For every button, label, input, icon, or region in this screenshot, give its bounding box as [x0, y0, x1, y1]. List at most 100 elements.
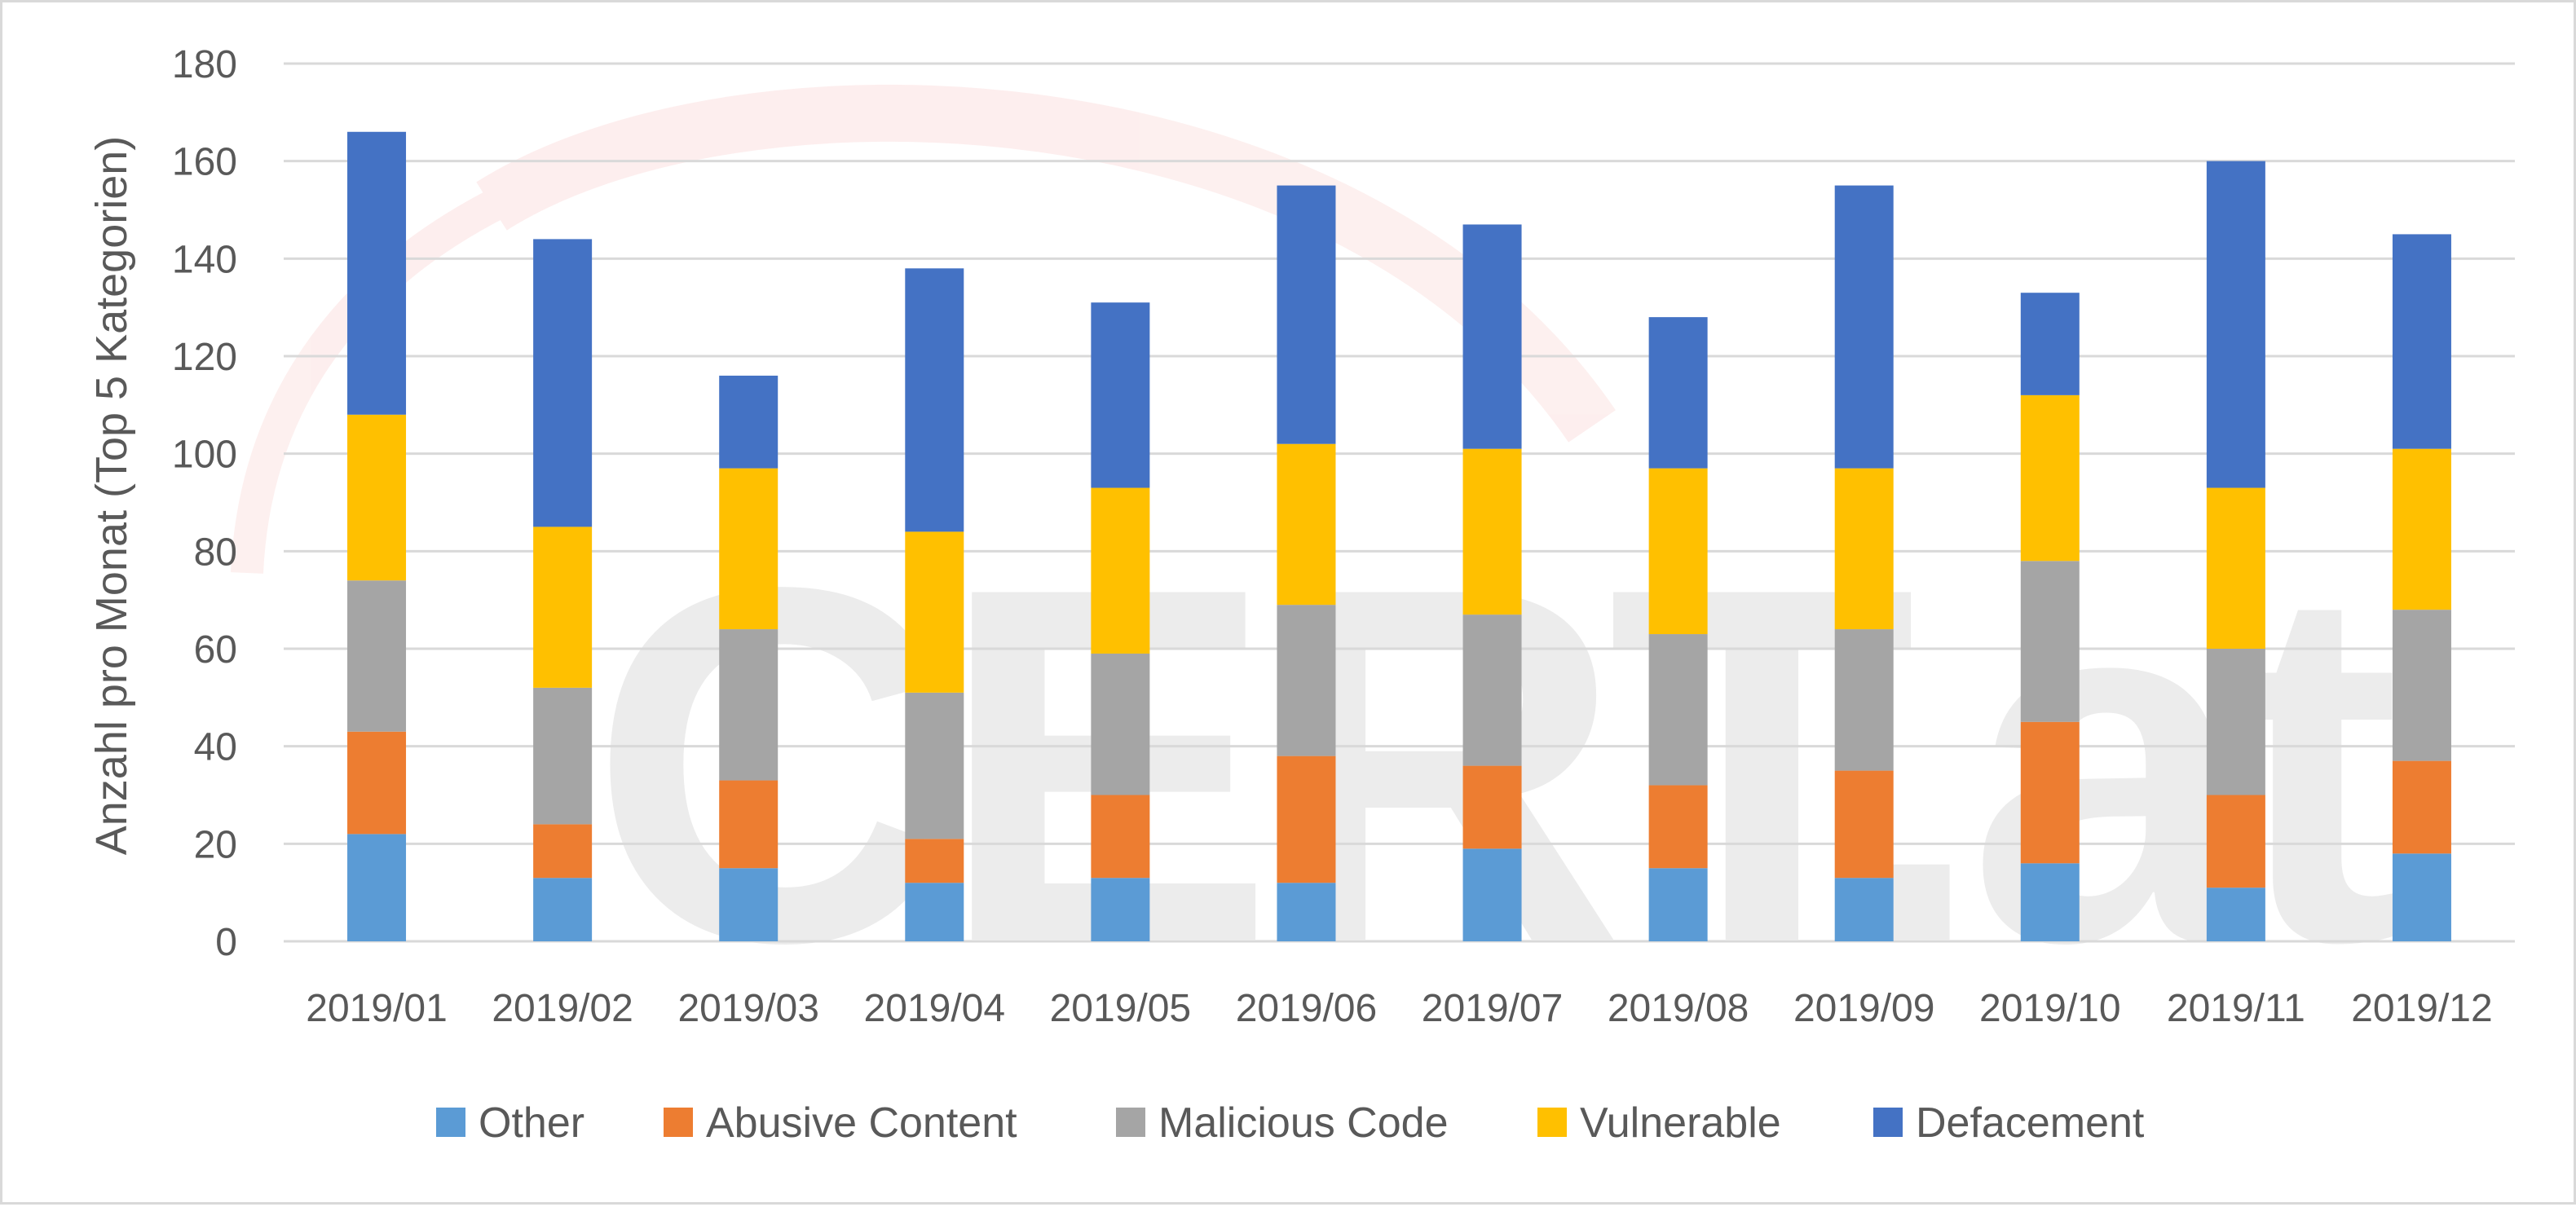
- bar-segment: [905, 883, 964, 941]
- y-tick-label: 140: [172, 238, 237, 281]
- bar-segment: [2206, 161, 2265, 488]
- y-tick-label: 0: [215, 921, 237, 964]
- x-tick-label: 2019/03: [677, 987, 819, 1030]
- bar-segment: [1277, 755, 1336, 883]
- y-tick-label: 60: [194, 628, 237, 672]
- bar-segment: [905, 692, 964, 839]
- bar-segment: [1277, 605, 1336, 756]
- bar-segment: [2020, 394, 2080, 562]
- legend-swatch: [1116, 1108, 1145, 1137]
- bar-segment: [1834, 629, 1894, 771]
- bar-segment: [1834, 185, 1894, 469]
- bar-segment: [2206, 795, 2265, 888]
- bar-segment: [2206, 888, 2265, 941]
- legend-swatch: [1873, 1108, 1903, 1137]
- bar-segment: [2392, 760, 2451, 854]
- bar-segment: [347, 834, 407, 941]
- bar-segment: [905, 531, 964, 693]
- bar-segment: [905, 268, 964, 532]
- legend-swatch: [436, 1108, 465, 1137]
- bar-segment: [1648, 317, 1708, 469]
- bar-segment: [2206, 487, 2265, 649]
- bar-segment: [533, 878, 593, 941]
- bar-segment: [1091, 795, 1150, 879]
- bar-segment: [2206, 649, 2265, 795]
- bar-segment: [347, 731, 407, 835]
- bar-segment: [533, 526, 593, 688]
- x-tick-label: 2019/01: [306, 987, 448, 1030]
- x-tick-label: 2019/02: [492, 987, 633, 1030]
- bar-segment: [1648, 868, 1708, 941]
- x-tick-label: 2019/12: [2351, 987, 2493, 1030]
- bar-segment: [1277, 443, 1336, 606]
- bar-segment: [719, 468, 779, 630]
- bar-segment: [719, 868, 779, 941]
- bar-segment: [533, 687, 593, 825]
- x-tick-label: 2019/05: [1050, 987, 1192, 1030]
- bar-segment: [1462, 224, 1522, 449]
- bar-segment: [1648, 468, 1708, 635]
- y-axis-ticks: 0 20 40 60 80 100 120 140 160 180: [172, 43, 237, 964]
- bar-segment: [719, 375, 779, 469]
- bar-segment: [533, 239, 593, 527]
- bar-segment: [1648, 634, 1708, 786]
- bar-segment: [2020, 863, 2080, 941]
- y-tick-label: 40: [194, 726, 237, 769]
- y-tick-label: 20: [194, 823, 237, 866]
- x-tick-label: 2019/04: [864, 987, 1006, 1030]
- bar-segment: [2392, 610, 2451, 761]
- bar-segment: [2392, 853, 2451, 941]
- bar-segment: [1834, 468, 1894, 630]
- bar-segment: [2020, 721, 2080, 864]
- bar-segment: [1091, 302, 1150, 488]
- bar-segment: [1091, 653, 1150, 795]
- bar-segment: [1277, 883, 1336, 941]
- y-tick-label: 80: [194, 531, 237, 574]
- bar-segment: [2020, 293, 2080, 395]
- bar-segment: [1277, 185, 1336, 444]
- y-tick-label: 180: [172, 43, 237, 86]
- legend-swatch: [664, 1108, 693, 1137]
- bar-segment: [1091, 487, 1150, 654]
- bar-segment: [347, 580, 407, 732]
- bar-segment: [905, 839, 964, 883]
- legend-label: Malicious Code: [1158, 1099, 1449, 1147]
- x-tick-label: 2019/06: [1236, 987, 1378, 1030]
- bar-segment: [2020, 561, 2080, 722]
- y-tick-label: 160: [172, 141, 237, 184]
- x-tick-label: 2019/07: [1422, 987, 1564, 1030]
- bar-segment: [1091, 878, 1150, 941]
- legend-label: Other: [479, 1099, 584, 1147]
- x-tick-label: 2019/11: [2167, 987, 2305, 1030]
- y-axis-title: Anzahl pro Monat (Top 5 Kategorien): [87, 136, 136, 856]
- bar-segment: [1462, 448, 1522, 615]
- x-axis-ticks: 2019/01 2019/02 2019/03 2019/04 2019/05 2019/…: [306, 987, 2492, 1030]
- y-tick-label: 120: [172, 336, 237, 379]
- bar-segment: [2392, 448, 2451, 610]
- bar-segment: [1462, 615, 1522, 766]
- bar-segment: [2392, 234, 2451, 449]
- legend-label: Vulnerable: [1580, 1099, 1781, 1147]
- bar-segment: [1834, 878, 1894, 941]
- x-tick-label: 2019/08: [1608, 987, 1749, 1030]
- legend-swatch: [1537, 1108, 1567, 1137]
- bar-segment: [719, 780, 779, 869]
- bar-segment: [347, 414, 407, 581]
- bar-segment: [1834, 770, 1894, 879]
- x-tick-label: 2019/09: [1793, 987, 1935, 1030]
- bar-segment: [347, 131, 407, 415]
- bar-segment: [719, 629, 779, 781]
- bar-segment: [1462, 848, 1522, 941]
- legend-label: Defacement: [1916, 1099, 2145, 1147]
- legend: Other Abusive Content Malicious Code Vulner…: [436, 1099, 2145, 1147]
- x-tick-label: 2019/10: [1979, 987, 2121, 1030]
- y-tick-label: 100: [172, 434, 237, 477]
- bars: [347, 131, 2451, 941]
- bar-segment: [1648, 785, 1708, 869]
- bar-segment: [1462, 765, 1522, 849]
- legend-label: Abusive Content: [706, 1099, 1017, 1147]
- bar-segment: [533, 824, 593, 879]
- gridlines: [284, 62, 2515, 943]
